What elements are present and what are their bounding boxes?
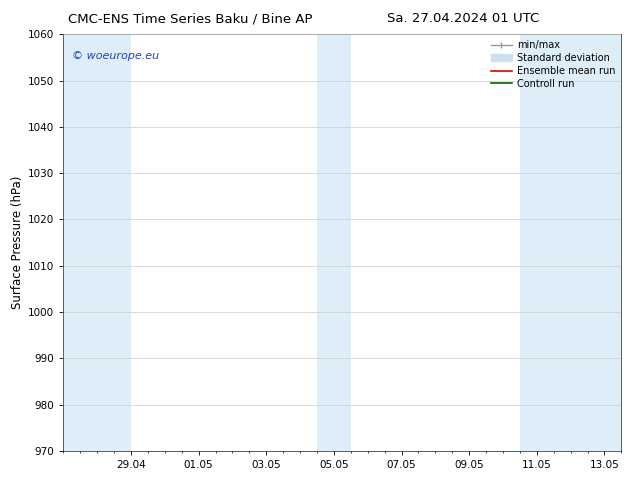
- Y-axis label: Surface Pressure (hPa): Surface Pressure (hPa): [11, 176, 24, 309]
- Legend: min/max, Standard deviation, Ensemble mean run, Controll run: min/max, Standard deviation, Ensemble me…: [487, 36, 619, 93]
- Bar: [317, 34, 351, 451]
- Text: Sa. 27.04.2024 01 UTC: Sa. 27.04.2024 01 UTC: [387, 12, 539, 25]
- Bar: [63, 34, 97, 451]
- Bar: [553, 34, 621, 451]
- Text: CMC-ENS Time Series Baku / Bine AP: CMC-ENS Time Series Baku / Bine AP: [68, 12, 313, 25]
- Bar: [97, 34, 131, 451]
- Bar: [520, 34, 553, 451]
- Text: © woeurope.eu: © woeurope.eu: [72, 51, 159, 61]
